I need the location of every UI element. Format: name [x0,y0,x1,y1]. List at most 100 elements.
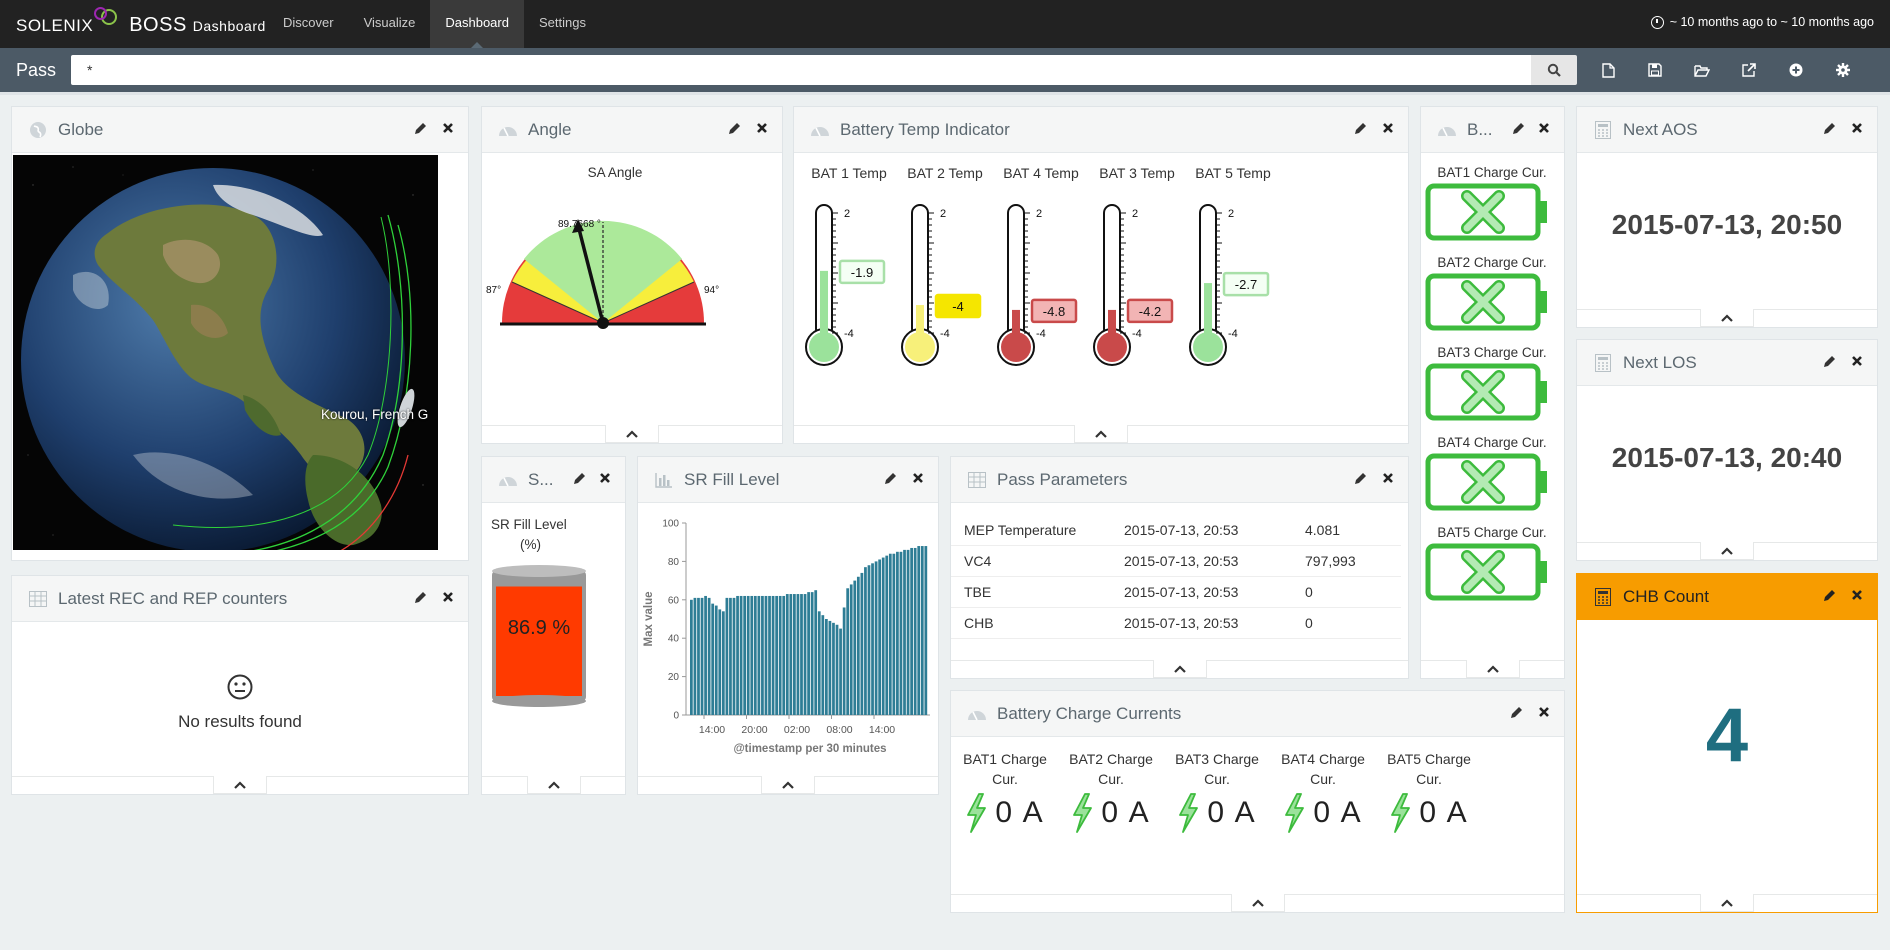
chart-bar[interactable] [796,594,800,715]
edit-icon[interactable] [882,470,898,486]
chart-bar[interactable] [913,547,917,715]
chart-bar[interactable] [714,605,718,715]
edit-icon[interactable] [1352,120,1368,136]
chart-bar[interactable] [810,592,814,715]
chart-bar[interactable] [856,576,860,715]
chart-bar[interactable] [764,595,768,715]
close-icon[interactable] [1380,470,1396,486]
chart-bar[interactable] [824,619,828,715]
collapse-button[interactable] [1074,425,1128,443]
edit-icon[interactable] [412,589,428,605]
collapse-button[interactable] [605,425,659,443]
chart-bar[interactable] [732,597,736,715]
nav-tab-dashboard[interactable]: Dashboard [430,0,524,48]
collapse-button[interactable] [1465,660,1520,678]
chart-bar[interactable] [761,595,764,715]
chart-bar[interactable] [711,603,715,715]
collapse-button[interactable] [1700,894,1754,912]
chart-bar[interactable] [871,563,874,715]
chart-bar[interactable] [832,622,835,715]
close-icon[interactable] [1849,587,1865,603]
collapse-button[interactable] [1700,542,1754,560]
chart-bar[interactable] [697,597,700,715]
search-button[interactable] [1531,55,1577,85]
nav-tab-visualize[interactable]: Visualize [363,15,416,30]
chart-bar[interactable] [743,595,747,715]
edit-icon[interactable] [726,120,742,136]
chart-bar[interactable] [803,594,807,715]
collapse-button[interactable] [1700,309,1754,327]
edit-icon[interactable] [1352,470,1368,486]
nav-tab-discover[interactable]: Discover [283,15,334,30]
chart-bar[interactable] [793,594,796,715]
close-icon[interactable] [754,120,770,136]
new-dashboard-icon[interactable] [1598,60,1618,80]
chart-bar[interactable] [839,628,842,715]
edit-icon[interactable] [1508,704,1524,720]
collapse-button[interactable] [526,776,581,794]
close-icon[interactable] [1380,120,1396,136]
chart-bar[interactable] [903,549,906,715]
chart-bar[interactable] [707,597,711,715]
time-picker[interactable]: ~ 10 months ago to ~ 10 months ago [1650,15,1874,29]
close-icon[interactable] [1849,120,1865,136]
chart-bar[interactable] [771,595,775,715]
search-input[interactable] [71,55,1531,85]
chart-bar[interactable] [892,553,896,715]
chart-bar[interactable] [860,572,864,715]
chart-bar[interactable] [757,595,761,715]
edit-icon[interactable] [1821,587,1837,603]
chart-bar[interactable] [768,595,771,715]
chart-bar[interactable] [753,595,757,715]
chart-bar[interactable] [917,546,921,715]
edit-icon[interactable] [1510,120,1526,136]
chart-bar[interactable] [924,546,928,715]
close-icon[interactable] [1849,353,1865,369]
chart-bar[interactable] [864,567,867,715]
edit-icon[interactable] [1821,353,1837,369]
chart-bar[interactable] [814,590,818,715]
chart-bar[interactable] [842,607,846,715]
open-icon[interactable] [1692,60,1712,80]
chart-bar[interactable] [906,549,910,715]
edit-icon[interactable] [571,470,587,486]
globe-view[interactable]: Kourou, French G [13,155,438,550]
chart-bar[interactable] [778,595,782,715]
chart-bar[interactable] [807,592,810,715]
chart-bar[interactable] [817,611,821,715]
chart-bar[interactable] [878,559,882,715]
chart-bar[interactable] [896,551,899,715]
chart-bar[interactable] [704,595,707,715]
collapse-button[interactable] [1152,660,1207,678]
edit-icon[interactable] [1821,120,1837,136]
settings-icon[interactable] [1833,60,1853,80]
chart-bar[interactable] [874,561,878,715]
share-icon[interactable] [1739,60,1759,80]
edit-icon[interactable] [412,120,428,136]
chart-bar[interactable] [690,599,693,715]
chart-bar[interactable] [828,620,832,715]
chart-bar[interactable] [736,595,739,715]
chart-bar[interactable] [725,597,729,715]
chart-bar[interactable] [718,609,722,715]
close-icon[interactable] [1536,120,1552,136]
chart-bar[interactable] [693,597,697,715]
collapse-button[interactable] [1230,894,1285,912]
table-row[interactable]: MEP Temperature 2015-07-13, 20:53 4.081 [951,515,1401,546]
chart-bar[interactable] [853,580,857,715]
chart-bar[interactable] [775,595,779,715]
table-row[interactable]: VC4 2015-07-13, 20:53 797,993 [951,546,1401,577]
chart-bar[interactable] [800,594,803,715]
chart-bar[interactable] [700,597,704,715]
chart-bar[interactable] [739,595,743,715]
chart-bar[interactable] [885,555,889,715]
chart-bar[interactable] [782,595,786,715]
chart-bar[interactable] [867,565,871,715]
save-icon[interactable] [1645,60,1665,80]
nav-tab-settings[interactable]: Settings [538,15,586,30]
chart-bar[interactable] [835,624,839,715]
chart-bar[interactable] [789,594,793,715]
chart-bar[interactable] [729,597,732,715]
chart-bar[interactable] [821,615,825,715]
close-icon[interactable] [440,589,456,605]
